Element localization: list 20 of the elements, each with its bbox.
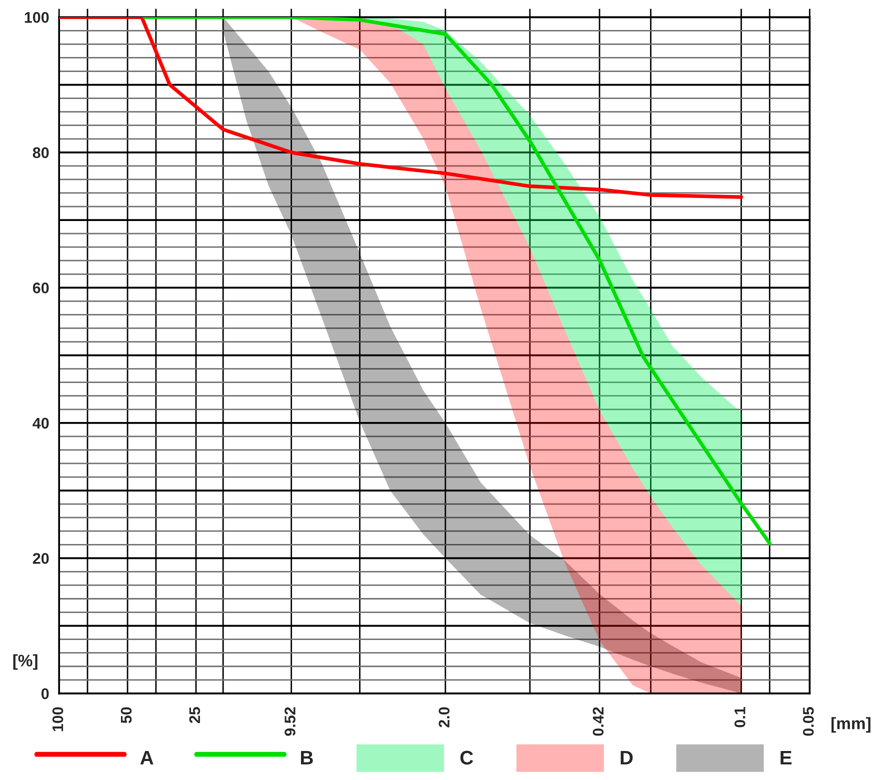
legend-label: E [780, 750, 792, 764]
x-axis-title: [mm] [832, 717, 870, 733]
legend-label: C [460, 750, 474, 765]
y-tick-label: 20 [32, 553, 49, 564]
x-tick-label: 9.52 [284, 707, 296, 736]
y-tick-label: 100 [24, 12, 49, 23]
y-tick-label: 40 [32, 418, 49, 429]
y-tick-label: 80 [32, 147, 49, 158]
x-tick-label: 0.05 [802, 707, 814, 736]
y-tick-label: 60 [32, 282, 49, 294]
legend-label: D [620, 750, 633, 764]
legend-label: A [140, 750, 154, 764]
y-axis-title: [%] [13, 654, 38, 670]
x-tick-label: 25 [189, 707, 200, 724]
legend-label: B [301, 750, 313, 764]
y-tick-label: 0 [41, 688, 49, 700]
x-tick-label: 0.1 [734, 707, 746, 728]
x-tick-label: 0.42 [592, 707, 604, 736]
x-tick-label: 50 [120, 707, 132, 724]
x-tick-label: 2.0 [438, 707, 450, 728]
